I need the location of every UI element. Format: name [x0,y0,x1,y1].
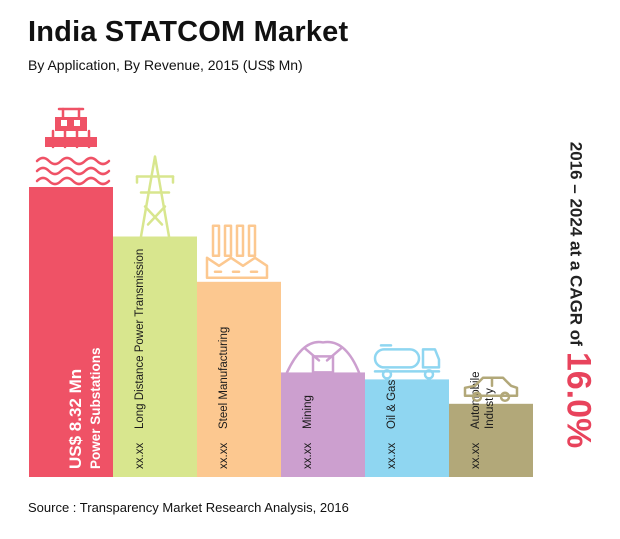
bar-category-label-3: Mining [302,395,314,429]
bar-value-label-2: xx.xx [218,443,230,469]
cagr-value: 16.0% [559,351,598,449]
bar-category-label-0: Power Substations [88,347,103,469]
mining-icon [285,340,361,374]
bar-category-label-4: Oil & Gas [386,380,398,429]
bar-4 [365,379,449,477]
factory-icon [205,224,269,280]
bar-2 [197,281,281,477]
bar-5 [449,403,533,477]
bar-3 [281,372,365,477]
bar-value-label-3: xx.xx [302,443,314,469]
bar-value-label-0: US$ 8.32 Mn [66,369,85,469]
transmission-tower-icon [135,155,175,238]
source-note: Source : Transparency Market Research An… [28,500,349,515]
bar-0 [29,187,113,477]
bar-value-label-1: xx.xx [134,443,146,469]
bar-category-label-2: Steel Manufacturing [218,327,230,429]
substation-icon [35,107,111,186]
bar-1 [113,236,197,477]
tanker-truck-icon [373,344,441,380]
car-icon [463,376,519,403]
bar-value-label-5: xx.xx [470,443,482,469]
bar-category-label-5-1: Industry [484,388,496,429]
bar-category-label-1: Long Distance Power Transmission [134,249,146,429]
cagr-callout: 2016 – 2024 at a CAGR of 16.0% [548,110,608,480]
chart-subtitle: By Application, By Revenue, 2015 (US$ Mn… [28,57,303,73]
cagr-text: 2016 – 2024 at a CAGR of [566,141,586,346]
bar-value-label-4: xx.xx [386,443,398,469]
chart-title: India STATCOM Market [28,16,349,48]
